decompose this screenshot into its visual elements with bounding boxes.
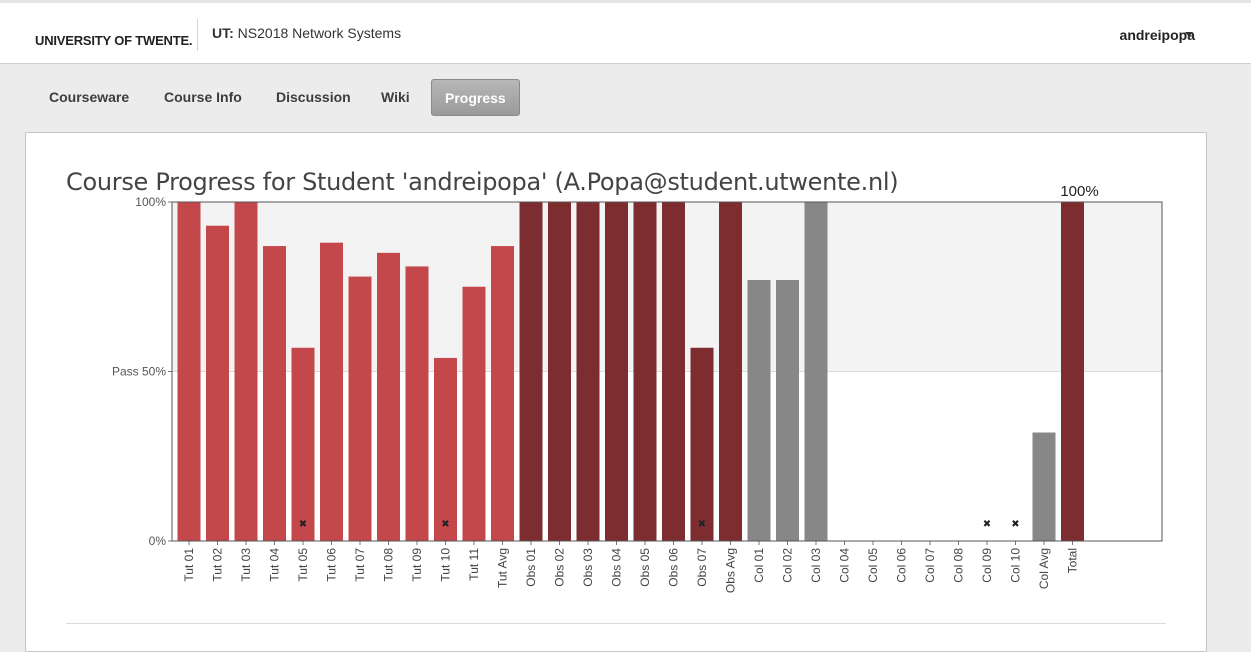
bar xyxy=(263,246,286,541)
plot-frame xyxy=(171,201,1163,542)
bar xyxy=(776,279,799,541)
total-label: 100% xyxy=(1060,183,1098,200)
y-tick-label: 100% xyxy=(135,195,166,209)
x-tick-label: Obs 03 xyxy=(581,548,595,587)
bar xyxy=(1061,202,1084,541)
x-tick-label: Tut 02 xyxy=(211,548,225,582)
bar xyxy=(434,357,457,541)
bar xyxy=(405,266,429,541)
section-divider xyxy=(66,623,1166,624)
x-tick-label: Col 05 xyxy=(866,548,880,583)
x-tick-label: Obs 02 xyxy=(553,548,567,587)
tab-discussion[interactable]: Discussion xyxy=(276,89,351,105)
dropped-marker: ✖ xyxy=(1011,519,1019,530)
bar xyxy=(804,202,828,541)
bar xyxy=(719,202,742,541)
university-logo[interactable]: UNIVERSITY OF TWENTE. xyxy=(35,33,193,48)
x-tick-label: Col 01 xyxy=(752,548,766,583)
x-tick-label: Tut Avg xyxy=(496,548,510,588)
x-tick-label: Total xyxy=(1066,548,1080,573)
bar xyxy=(633,202,657,541)
y-tick-label: 0% xyxy=(149,534,167,548)
bar xyxy=(548,202,571,541)
bar xyxy=(519,202,543,541)
course-title: UT: NS2018 Network Systems xyxy=(212,25,401,41)
tab-course-info[interactable]: Course Info xyxy=(164,89,242,105)
x-tick-label: Tut 08 xyxy=(382,548,396,582)
tab-progress[interactable]: Progress xyxy=(431,79,520,116)
bar xyxy=(491,246,514,541)
dropped-marker: ✖ xyxy=(698,519,706,530)
bar xyxy=(320,242,343,541)
bar xyxy=(377,252,400,541)
x-tick-label: Obs 05 xyxy=(638,548,652,587)
x-tick-label: Tut 03 xyxy=(239,548,253,582)
bar xyxy=(1032,432,1056,541)
dropped-marker: ✖ xyxy=(983,519,991,530)
bar xyxy=(747,279,771,541)
x-tick-label: Obs 04 xyxy=(610,548,624,587)
x-tick-label: Col 09 xyxy=(980,548,994,583)
chevron-down-icon[interactable] xyxy=(1185,32,1193,37)
bar xyxy=(605,202,628,541)
bar xyxy=(576,202,600,541)
bar xyxy=(462,286,486,541)
user-menu-button[interactable]: andreipopa xyxy=(1119,27,1195,43)
x-tick-label: Obs 01 xyxy=(524,548,538,587)
x-tick-label: Tut 09 xyxy=(410,548,424,582)
dropped-marker: ✖ xyxy=(299,519,307,530)
progress-chart: 0% Pass 50% 100% Tut 01 Tut 02 Tut 03 Tut 04 Tu… xyxy=(112,183,1163,593)
x-tick-label: Tut 06 xyxy=(325,548,339,582)
x-tick-label: Tut 01 xyxy=(182,548,196,582)
x-tick-label: Tut 05 xyxy=(296,548,310,582)
y-tick-label: Pass 50% xyxy=(112,365,166,379)
x-tick-label: Obs Avg xyxy=(724,548,738,593)
tab-wiki[interactable]: Wiki xyxy=(381,89,410,105)
bar xyxy=(291,347,315,541)
course-prefix: UT: xyxy=(212,25,234,41)
course-name: NS2018 Network Systems xyxy=(237,25,402,41)
bar xyxy=(177,202,201,541)
bar xyxy=(206,225,229,542)
x-tick-label: Tut 10 xyxy=(439,548,453,582)
x-tick-label: Col 07 xyxy=(923,548,937,583)
header-divider xyxy=(197,19,198,51)
x-tick-label: Col 06 xyxy=(895,548,909,583)
bar xyxy=(348,276,372,541)
tab-courseware[interactable]: Courseware xyxy=(49,89,130,105)
x-tick-label: Col Avg xyxy=(1037,548,1051,589)
course-tabs: Courseware Course Info Discussion Wiki P… xyxy=(0,79,1251,117)
x-tick-label: Col 02 xyxy=(781,548,795,583)
bar xyxy=(690,347,714,541)
x-tick-label: Col 04 xyxy=(838,548,852,583)
x-tick-label: Obs 07 xyxy=(695,548,709,587)
chart-title: Course Progress for Student 'andreipopa'… xyxy=(66,168,899,196)
x-tick-label: Obs 06 xyxy=(667,548,681,587)
bar xyxy=(662,202,685,541)
x-tick-label: Col 03 xyxy=(809,548,823,583)
bar xyxy=(234,202,258,541)
x-tick-label: Col 10 xyxy=(1009,548,1023,583)
dropped-marker: ✖ xyxy=(441,519,449,530)
x-tick-label: Tut 11 xyxy=(467,548,481,581)
x-tick-label: Col 08 xyxy=(952,548,966,583)
x-tick-label: Tut 04 xyxy=(268,548,282,582)
top-bar: UNIVERSITY OF TWENTE. UT: NS2018 Network… xyxy=(0,0,1251,64)
x-tick-label: Tut 07 xyxy=(353,548,367,582)
